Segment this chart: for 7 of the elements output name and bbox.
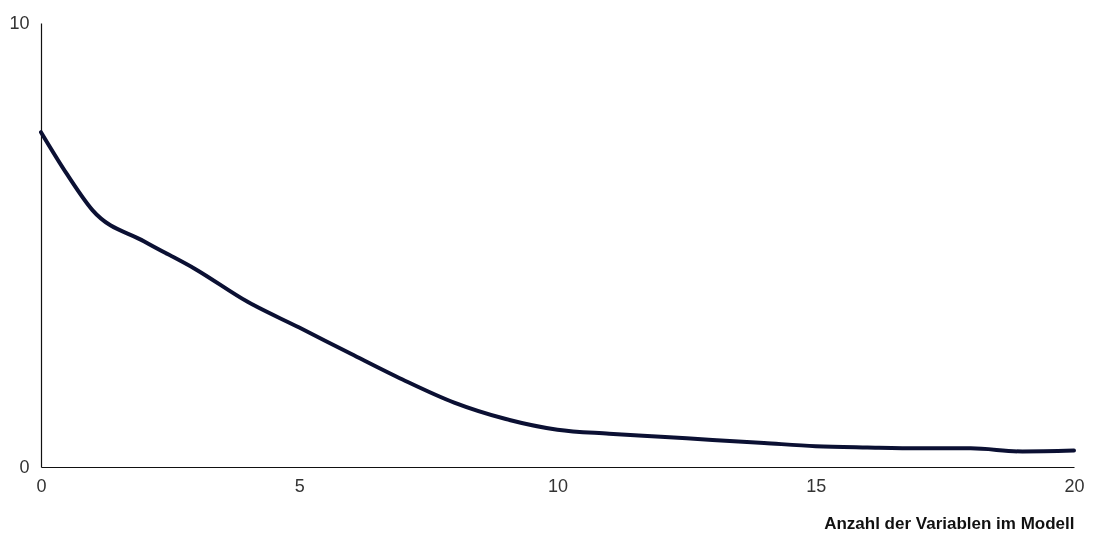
x-tick-label: 15 bbox=[806, 475, 827, 496]
x-tick-label: 0 bbox=[36, 475, 47, 496]
x-tick-label: 10 bbox=[547, 475, 569, 496]
line-series bbox=[39, 130, 1076, 454]
x-axis-title: Anzahl der Variablen im Modell bbox=[824, 513, 1075, 533]
x-tick-label: 5 bbox=[294, 475, 305, 496]
x-tick-label: 20 bbox=[1064, 475, 1085, 496]
